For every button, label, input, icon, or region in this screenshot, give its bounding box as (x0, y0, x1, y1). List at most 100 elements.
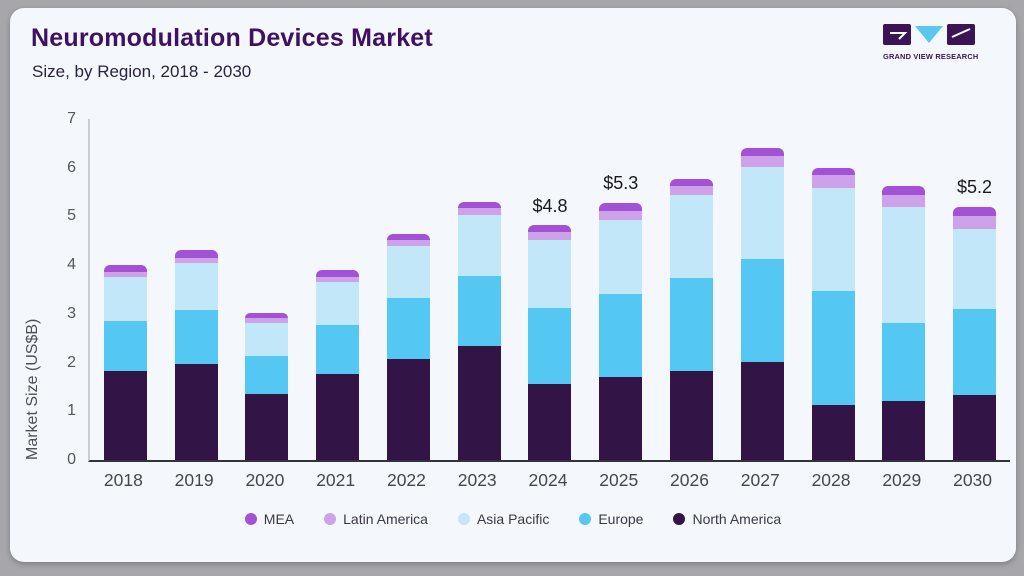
bar-segment-mea (174, 250, 218, 258)
bar-2027 (740, 148, 784, 460)
logo-text: GRAND VIEW RESEARCH (883, 52, 979, 61)
bar-segment-north-america (245, 394, 289, 460)
bar-segment-europe (386, 298, 430, 359)
page-title: Neuromodulation Devices Market (31, 24, 433, 52)
bar-segment-mea (740, 148, 784, 156)
value-annotation-2024: $4.8 (532, 196, 568, 217)
bar-segment-mea (882, 186, 926, 195)
bar-segment-europe (670, 278, 713, 371)
bar-segment-mea (953, 207, 997, 216)
bar-segment-europe (457, 276, 501, 346)
bar-segment-mea (386, 234, 430, 240)
x-tick-2022: 2022 (386, 470, 426, 490)
bar-segment-latin-america (740, 156, 784, 167)
x-tick-2030: 2030 (953, 470, 993, 490)
bar-segment-mea (528, 225, 572, 232)
bar-column-2019 (161, 119, 232, 460)
bar-segment-asia-pacific (811, 188, 855, 291)
x-tick-2027: 2027 (740, 470, 780, 490)
bar-segment-north-america (103, 371, 147, 460)
bar-2028 (811, 168, 855, 460)
bar-segment-mea (670, 179, 713, 186)
legend-label-europe: Europe (598, 511, 644, 527)
bar-segment-europe (599, 294, 643, 377)
page-subtitle: Size, by Region, 2018 - 2030 (32, 62, 252, 81)
bar-segment-mea (811, 168, 855, 175)
legend-dot-mea-icon (244, 513, 257, 525)
bar-segment-asia-pacific (386, 246, 430, 298)
x-tick-2021: 2021 (316, 470, 356, 490)
value-annotation-2030: $5.2 (957, 176, 993, 197)
y-tick-4: 4 (67, 256, 76, 274)
bar-segment-latin-america (953, 216, 997, 229)
bar-2029 (882, 186, 926, 460)
bar-segment-north-america (882, 401, 926, 460)
bar-segment-europe (528, 308, 572, 384)
y-tick-3: 3 (67, 304, 76, 322)
bar-2019 (174, 250, 218, 460)
legend-dot-latin-america-icon (324, 513, 337, 525)
bar-segment-europe (953, 309, 997, 395)
bar-column-2024: $4.8 (515, 119, 586, 460)
bar-column-2027 (727, 119, 798, 460)
bar-segment-mea (245, 313, 289, 318)
bar-segment-north-america (599, 377, 643, 460)
x-tick-2023: 2023 (457, 470, 497, 490)
bar-segment-north-america (953, 395, 997, 460)
legend-label-asia-pacific: Asia Pacific (476, 511, 550, 527)
legend-dot-europe-icon (579, 513, 592, 525)
bar-segment-mea (316, 270, 360, 277)
bar-segment-mea (103, 265, 147, 272)
bar-2024 (528, 225, 572, 460)
x-tick-2026: 2026 (670, 470, 709, 490)
bar-segment-asia-pacific (245, 323, 289, 356)
x-axis-labels: 2018 2019 2020 2021 2022 2023 2024 2025 2026 2027… (88, 470, 1008, 491)
legend-item-asia-pacific: Asia Pacific (457, 511, 550, 527)
legend-item-latin-america: Latin America (324, 511, 428, 527)
bar-2022 (386, 234, 430, 460)
bar-column-2020 (232, 119, 303, 460)
bar-segment-europe (316, 325, 360, 374)
bar-segment-latin-america (316, 277, 360, 282)
y-tick-2: 2 (67, 353, 76, 371)
x-tick-2019: 2019 (174, 470, 214, 490)
bar-segment-europe (245, 356, 289, 394)
bar-segment-latin-america (882, 195, 926, 207)
bar-segment-latin-america (245, 318, 289, 323)
bar-segment-latin-america (811, 175, 855, 188)
legend-label-mea: MEA (263, 511, 295, 527)
x-tick-2028: 2028 (811, 470, 851, 490)
bar-column-2030: $5.2 (939, 119, 1010, 460)
y-tick-5: 5 (67, 207, 76, 225)
bar-segment-north-america (811, 405, 855, 460)
legend-label-latin-america: Latin America (343, 511, 428, 527)
bar-segment-asia-pacific (316, 282, 360, 325)
legend-dot-asia-pacific-icon (457, 513, 470, 525)
bar-segment-north-america (316, 374, 360, 460)
bar-segment-north-america (174, 364, 218, 460)
bar-2025 (599, 203, 643, 460)
bar-segment-asia-pacific (103, 277, 147, 321)
legend: MEA Latin America Asia Pacific Europe North … (10, 511, 1016, 527)
x-tick-2018: 2018 (103, 470, 143, 490)
bar-segment-latin-america (670, 186, 713, 195)
legend-item-north-america: North America (673, 511, 781, 527)
bar-segment-europe (174, 310, 218, 364)
bar-segment-latin-america (599, 211, 643, 220)
y-tick-0: 0 (67, 451, 76, 468)
bar-segment-north-america (670, 371, 713, 460)
bar-column-2021 (302, 119, 373, 460)
bar-2023 (457, 202, 501, 460)
bar-2020 (245, 313, 289, 460)
bar-column-2026 (656, 119, 727, 460)
bar-segment-latin-america (457, 208, 501, 215)
bar-segment-asia-pacific (670, 195, 713, 278)
bar-column-2029 (868, 119, 939, 460)
chart-card: Neuromodulation Devices Market Size, by … (10, 8, 1016, 562)
bar-column-2028 (798, 119, 869, 460)
y-tick-7: 7 (67, 110, 76, 127)
bar-segment-europe (103, 321, 147, 371)
bar-column-2023 (444, 119, 515, 460)
bar-2021 (316, 270, 360, 460)
bar-segment-europe (740, 259, 784, 362)
